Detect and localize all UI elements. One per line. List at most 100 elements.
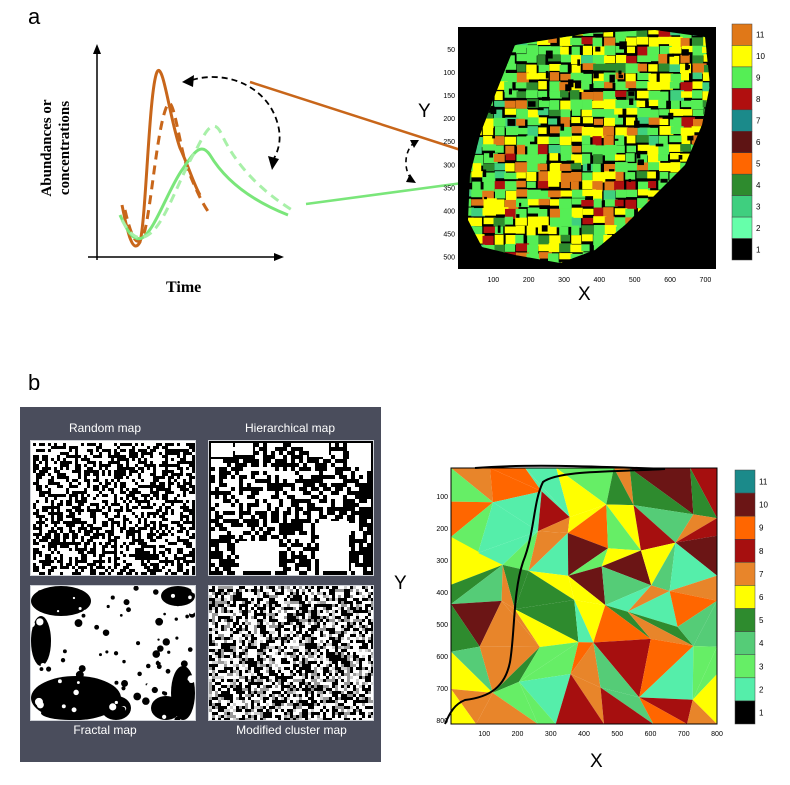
mini-cell bbox=[338, 676, 341, 679]
mini-cell bbox=[272, 637, 275, 640]
mini-cell bbox=[368, 598, 371, 601]
mini-cell bbox=[51, 542, 54, 545]
mini-cell bbox=[308, 586, 311, 589]
mini-cell bbox=[39, 515, 42, 518]
mini-cell bbox=[353, 622, 356, 625]
map-a-patch bbox=[702, 46, 710, 53]
mini-cell bbox=[138, 476, 141, 479]
mini-cell bbox=[323, 507, 327, 511]
mini-cell bbox=[218, 676, 221, 679]
mini-cell bbox=[114, 551, 117, 554]
mini-cell bbox=[359, 718, 362, 720]
mini-cell bbox=[284, 610, 287, 613]
mini-cell bbox=[291, 535, 295, 539]
mini-cell bbox=[212, 604, 215, 607]
mini-cell bbox=[302, 664, 305, 667]
mini-cell bbox=[54, 446, 57, 449]
mini-cell bbox=[347, 622, 350, 625]
mini-cell bbox=[168, 452, 171, 455]
mini-cell bbox=[243, 479, 247, 483]
colorbar-swatch bbox=[734, 677, 756, 702]
mini-cell bbox=[269, 679, 272, 682]
mini-cell bbox=[247, 479, 251, 483]
map-b-patch bbox=[567, 533, 609, 576]
mini-cell bbox=[60, 518, 63, 521]
mini-cell bbox=[72, 572, 75, 575]
mini-cell bbox=[266, 640, 269, 643]
mini-cell bbox=[69, 530, 72, 533]
mini-cell bbox=[189, 461, 192, 464]
mini-cell bbox=[54, 467, 57, 470]
mini-cell bbox=[60, 473, 63, 476]
mini-cell bbox=[153, 512, 156, 515]
mini-cell bbox=[296, 631, 299, 634]
mini-cell bbox=[93, 560, 96, 563]
mini-cell bbox=[323, 673, 326, 676]
mini-cell bbox=[317, 643, 320, 646]
mini-cell bbox=[212, 670, 215, 673]
mini-cell bbox=[129, 563, 132, 566]
mini-cell bbox=[180, 557, 183, 560]
mini-cell bbox=[365, 610, 368, 613]
mini-cell bbox=[311, 610, 314, 613]
map-a-patch bbox=[669, 36, 683, 48]
mini-cell bbox=[327, 503, 331, 507]
mini-cell bbox=[180, 467, 183, 470]
mini-cell bbox=[221, 625, 224, 628]
mini-speck bbox=[121, 686, 126, 691]
mini-cell bbox=[219, 519, 223, 523]
mini-cell bbox=[245, 607, 248, 610]
mini-cell bbox=[227, 697, 230, 700]
mini-cell bbox=[93, 521, 96, 524]
map-a-patch bbox=[648, 117, 663, 125]
mini-cell bbox=[359, 658, 362, 661]
mini-cell bbox=[290, 616, 293, 619]
map-a-patch bbox=[538, 46, 551, 55]
mini-cell bbox=[192, 566, 195, 569]
mini-cell bbox=[332, 667, 335, 670]
mini-cell bbox=[81, 560, 84, 563]
mini-cell bbox=[287, 661, 290, 664]
mini-cell bbox=[212, 664, 215, 667]
map-a-patch bbox=[494, 181, 507, 191]
mini-cell bbox=[315, 483, 319, 487]
mini-cell bbox=[57, 476, 60, 479]
mini-cell bbox=[162, 503, 165, 506]
mini-cell bbox=[353, 703, 356, 706]
mini-cell bbox=[123, 515, 126, 518]
mini-cell bbox=[66, 500, 69, 503]
mini-cell bbox=[230, 589, 233, 592]
mini-cell bbox=[257, 649, 260, 652]
mini-cell bbox=[45, 509, 48, 512]
mini-speck bbox=[139, 706, 146, 713]
mini-cell bbox=[356, 667, 359, 670]
mini-cell bbox=[255, 475, 259, 479]
mini-cell bbox=[278, 628, 281, 631]
mini-cell bbox=[239, 604, 242, 607]
mini-cell bbox=[69, 512, 72, 515]
mini-cell bbox=[320, 700, 323, 703]
mini-cell bbox=[311, 519, 315, 523]
map-a-patch bbox=[571, 272, 584, 283]
mini-cell bbox=[344, 664, 347, 667]
mini-cell bbox=[243, 527, 247, 531]
map-a-gap bbox=[660, 178, 668, 183]
mini-cell bbox=[219, 547, 223, 551]
mini-cell bbox=[227, 694, 230, 697]
mini-cell bbox=[223, 555, 227, 559]
mini-cell bbox=[150, 497, 153, 500]
mini-cell bbox=[223, 503, 227, 507]
mini-cell bbox=[302, 703, 305, 706]
mini-cell bbox=[242, 613, 245, 616]
mini-cell bbox=[287, 551, 291, 555]
mini-cell bbox=[317, 646, 320, 649]
mini-cell bbox=[132, 533, 135, 536]
mini-cell bbox=[189, 464, 192, 467]
mini-speck bbox=[84, 648, 91, 656]
mini-cell bbox=[278, 592, 281, 595]
mini-cell bbox=[123, 443, 126, 446]
map-b-patch bbox=[556, 468, 607, 518]
mini-cell bbox=[287, 503, 291, 507]
mini-cell bbox=[303, 447, 307, 451]
mini-cell bbox=[84, 545, 87, 548]
